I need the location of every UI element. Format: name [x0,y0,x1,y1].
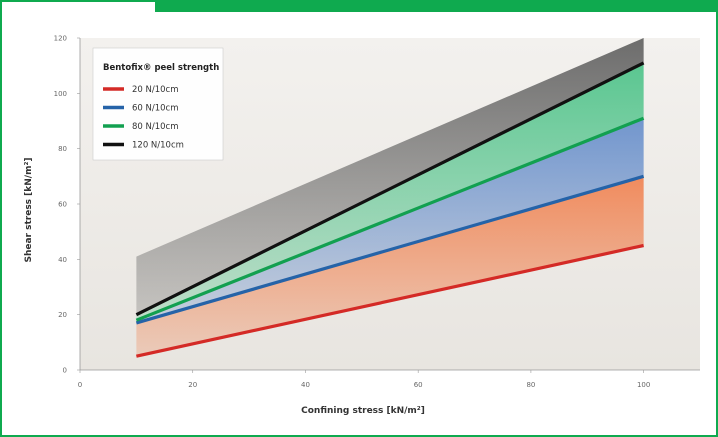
x-tick-label: 60 [414,381,423,389]
legend-label: 20 N/10cm [132,85,179,95]
legend-label: 80 N/10cm [132,122,179,132]
series-line-1 [135,174,645,325]
y-tick-label: 100 [54,90,67,98]
series-line-2 [135,116,645,322]
band-3 [136,38,644,315]
legend-label: 120 N/10cm [132,141,184,151]
y-tick-label: 40 [58,256,67,264]
x-tick-label: 40 [301,381,310,389]
y-tick-label: 0 [63,367,67,375]
accent-top-bar [155,0,718,12]
x-axis-label: Confining stress [kN/m²] [301,406,425,416]
y-tick-label: 120 [54,35,67,43]
legend-title: Bentofix® peel strength [103,63,219,73]
x-tick-label: 20 [188,381,197,389]
series-line-3 [135,61,645,317]
x-tick-label: 80 [526,381,535,389]
y-tick-label: 80 [58,145,67,153]
y-tick-label: 20 [58,311,67,319]
legend: Bentofix® peel strength 20 N/10cm 60 N/10… [92,47,224,161]
series-line-0 [136,243,644,358]
x-tick-label: 0 [78,381,82,389]
legend-label: 60 N/10cm [132,104,179,114]
band-0 [136,176,644,357]
y-tick-label: 60 [58,201,67,209]
legend-box [92,47,224,161]
x-tick-label: 100 [637,381,650,389]
y-axis-label: Shear stress [kN/m²] [24,157,34,262]
